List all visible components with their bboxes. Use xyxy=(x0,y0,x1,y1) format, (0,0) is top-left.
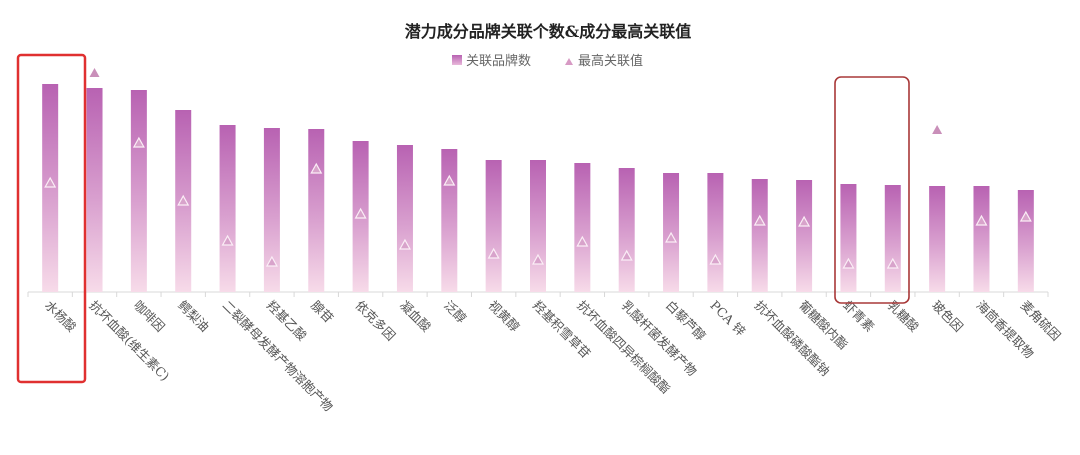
bar xyxy=(42,84,59,292)
triangle-marker xyxy=(44,176,57,188)
triangle-marker xyxy=(576,235,589,247)
bar xyxy=(707,173,724,292)
bar xyxy=(973,186,990,292)
x-tick-label: 视黄醇 xyxy=(486,298,523,335)
highlight-box-2 xyxy=(834,76,910,304)
bar xyxy=(308,129,325,292)
triangle-marker xyxy=(620,249,633,261)
triangle-marker xyxy=(221,234,234,246)
x-tick-label: 水杨酸 xyxy=(42,298,79,335)
legend: 关联品牌数 最高关联值 xyxy=(452,53,643,69)
bar xyxy=(751,179,768,292)
triangle-marker xyxy=(842,257,855,269)
legend-triangle-label: 最高关联值 xyxy=(578,53,643,69)
bar xyxy=(884,185,901,292)
chart-title: 潜力成分品牌关联个数&成分最高关联值 xyxy=(405,22,691,41)
triangle-marker xyxy=(310,162,323,174)
triangle-marker xyxy=(665,231,678,243)
x-tick-label: 凝血酸 xyxy=(397,298,434,335)
bar xyxy=(130,90,147,292)
triangle-marker xyxy=(89,68,100,77)
bar xyxy=(1017,190,1034,292)
bar xyxy=(530,160,546,292)
triangle-marker xyxy=(932,125,943,134)
x-tick-label: 麦角硫因 xyxy=(1018,298,1064,344)
x-tick-label: 泛醇 xyxy=(441,298,469,326)
bar xyxy=(618,168,635,292)
triangle-marker xyxy=(798,215,811,227)
bar xyxy=(840,184,857,292)
x-tick-label: 腺苷 xyxy=(308,298,336,326)
x-tick-label: PCA 锌 xyxy=(707,298,748,339)
x-tick-label: 抗坏血酸(维生素C) xyxy=(86,298,172,384)
x-tick-label: 依克多因 xyxy=(352,298,398,344)
x-tick-label: 咖啡因 xyxy=(131,298,168,335)
triangle-marker xyxy=(531,253,545,265)
bar xyxy=(929,186,946,292)
bar xyxy=(574,163,591,292)
bar xyxy=(396,145,413,292)
triangle-marker xyxy=(487,247,500,259)
x-tick-label: 玻色因 xyxy=(929,298,966,335)
legend-triangle-swatch xyxy=(565,58,573,65)
triangle-marker xyxy=(132,136,145,148)
triangle-marker xyxy=(354,207,367,219)
bar xyxy=(219,125,236,292)
triangle-marker xyxy=(709,253,722,265)
triangle-marker xyxy=(177,194,190,206)
triangle-marker xyxy=(1019,210,1032,222)
bar xyxy=(263,128,280,292)
triangle-marker xyxy=(265,255,278,267)
legend-bar-label: 关联品牌数 xyxy=(466,53,531,69)
triangle-marker xyxy=(443,174,456,186)
x-tick-label: 乳酸杆菌发酵产物 xyxy=(619,298,700,379)
triangle-marker xyxy=(886,257,899,269)
bar xyxy=(796,180,813,292)
x-tick-label: 白藜芦醇 xyxy=(663,298,709,344)
triangle-marker xyxy=(975,214,988,226)
triangle-marker xyxy=(398,238,411,250)
bar xyxy=(441,149,458,292)
bar xyxy=(86,88,103,292)
triangle-marker xyxy=(753,214,766,226)
bar xyxy=(485,160,502,292)
highlight-box-1 xyxy=(16,53,87,384)
x-tick-label: 鳄梨油 xyxy=(175,298,212,335)
legend-bar-swatch xyxy=(452,55,462,65)
x-tick-label: 抗坏血酸磷酸酯钠 xyxy=(752,298,833,379)
